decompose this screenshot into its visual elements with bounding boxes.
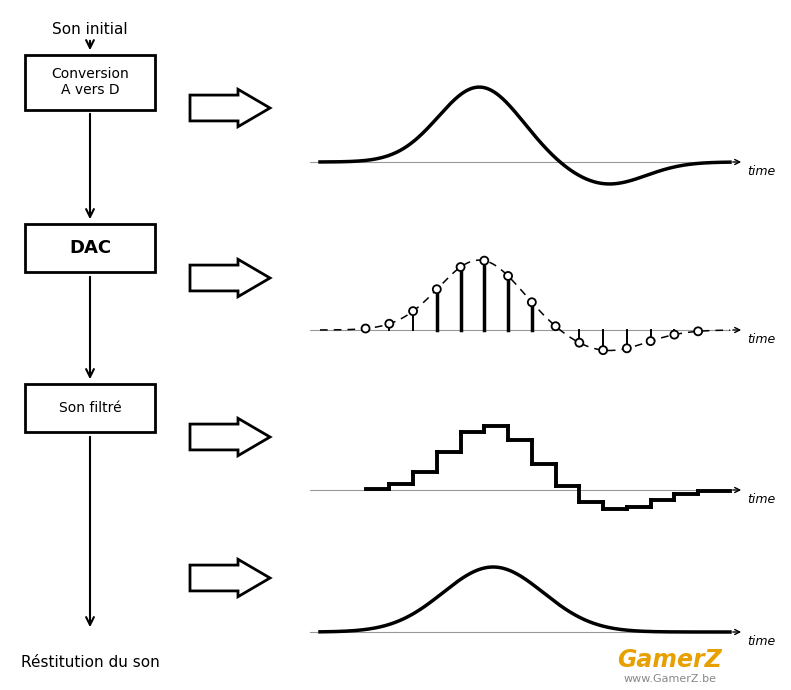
Polygon shape xyxy=(190,418,270,455)
Text: Conversion
A vers D: Conversion A vers D xyxy=(51,67,129,97)
Circle shape xyxy=(551,322,559,331)
Circle shape xyxy=(646,337,655,345)
Circle shape xyxy=(480,257,488,265)
Text: time: time xyxy=(747,493,775,506)
Bar xyxy=(25,55,155,110)
Bar xyxy=(25,384,155,432)
Text: Réstitution du son: Réstitution du son xyxy=(21,655,159,670)
Bar xyxy=(25,224,155,272)
Circle shape xyxy=(599,346,607,354)
Circle shape xyxy=(528,298,536,306)
Circle shape xyxy=(361,324,369,333)
Circle shape xyxy=(694,327,702,335)
Circle shape xyxy=(575,339,583,346)
Text: DAC: DAC xyxy=(69,239,111,257)
Circle shape xyxy=(385,319,393,328)
Text: GamerZ: GamerZ xyxy=(618,648,722,672)
Text: Son initial: Son initial xyxy=(52,22,128,37)
Text: time: time xyxy=(747,165,775,178)
Text: Son filtré: Son filtré xyxy=(59,401,121,415)
Text: time: time xyxy=(747,333,775,346)
Polygon shape xyxy=(190,259,270,297)
Circle shape xyxy=(456,263,464,271)
Text: time: time xyxy=(747,635,775,648)
Circle shape xyxy=(623,344,631,353)
Polygon shape xyxy=(190,560,270,597)
Polygon shape xyxy=(190,89,270,127)
Text: www.GamerZ.be: www.GamerZ.be xyxy=(623,674,717,684)
Circle shape xyxy=(409,307,417,315)
Circle shape xyxy=(504,272,512,280)
Circle shape xyxy=(433,285,441,293)
Circle shape xyxy=(670,331,679,339)
